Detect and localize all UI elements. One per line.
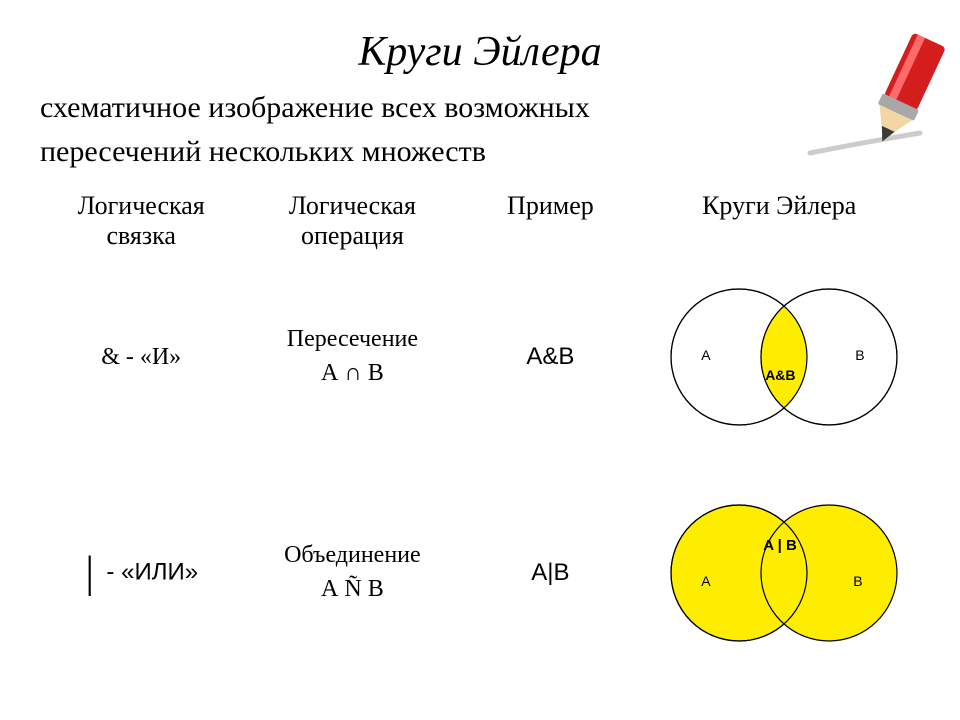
header-euler: Круги Эйлера xyxy=(638,185,920,273)
venn-union-svg xyxy=(649,493,909,653)
or-venn-cell: A B A | B xyxy=(638,489,920,657)
or-op-line1: Объединение xyxy=(284,542,421,568)
and-operation: Пересечение А ∩ В xyxy=(242,273,462,441)
header-example: Пример xyxy=(462,185,638,273)
subtitle-line2: пересечений нескольких множеств xyxy=(40,135,486,168)
or-op-line2: А Ñ В xyxy=(321,576,384,602)
subtitle-line1: схематичное изображение всех возможных xyxy=(40,91,590,124)
and-op-line1: Пересечение xyxy=(287,326,418,352)
or-operation: Объединение А Ñ В xyxy=(242,489,462,657)
or-connector: | - «ИЛИ» xyxy=(40,489,242,657)
table-row: | - «ИЛИ» Объединение А Ñ В A|B xyxy=(40,489,920,657)
slide: Круги Эйлера схематичное изображение все… xyxy=(0,0,960,720)
venn-intersection: A B A&B xyxy=(649,277,909,437)
subtitle: схематичное изображение всех возможных п… xyxy=(40,86,920,173)
venn-or-circle-b xyxy=(761,505,897,641)
header-operation: Логическая операция xyxy=(242,185,462,273)
venn-or-label-center: A | B xyxy=(763,537,797,554)
venn-and-label-a: A xyxy=(701,347,710,363)
and-venn-cell: A B A&B xyxy=(638,273,920,441)
page-title: Круги Эйлера xyxy=(40,28,920,76)
venn-and-label-center: A&B xyxy=(765,367,795,383)
pencil-shadow xyxy=(810,133,920,153)
spacer-row xyxy=(40,441,920,489)
table-header-row: Логическая связка Логическая операция Пр… xyxy=(40,185,920,273)
euler-table: Логическая связка Логическая операция Пр… xyxy=(40,185,920,657)
table-row: & - «И» Пересечение А ∩ В A&B xyxy=(40,273,920,441)
venn-intersection-svg xyxy=(649,277,909,437)
venn-and-label-b: B xyxy=(855,347,864,363)
and-example: A&B xyxy=(462,273,638,441)
pencil-icon xyxy=(800,25,960,165)
and-connector: & - «И» xyxy=(40,273,242,441)
or-example: A|B xyxy=(462,489,638,657)
venn-or-label-a: A xyxy=(701,573,710,589)
venn-union: A B A | B xyxy=(649,493,909,653)
venn-or-label-b: B xyxy=(853,573,862,589)
or-bar-glyph: | xyxy=(87,548,94,598)
header-connector: Логическая связка xyxy=(40,185,242,273)
and-op-line2: А ∩ В xyxy=(321,360,384,386)
or-connector-text: - «ИЛИ» xyxy=(100,558,198,585)
